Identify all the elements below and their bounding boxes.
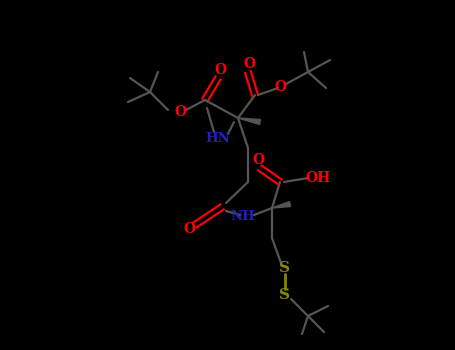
Polygon shape xyxy=(238,118,260,125)
Text: O: O xyxy=(174,105,186,119)
Text: O: O xyxy=(214,63,226,77)
Text: HN: HN xyxy=(206,132,230,145)
Text: O: O xyxy=(243,57,255,71)
Polygon shape xyxy=(272,202,291,208)
Text: NH: NH xyxy=(231,210,255,224)
Text: O: O xyxy=(183,222,195,236)
Text: O: O xyxy=(274,80,286,94)
Text: S: S xyxy=(279,288,290,302)
Text: OH: OH xyxy=(305,171,331,185)
Text: S: S xyxy=(279,261,290,275)
Text: O: O xyxy=(252,153,264,167)
